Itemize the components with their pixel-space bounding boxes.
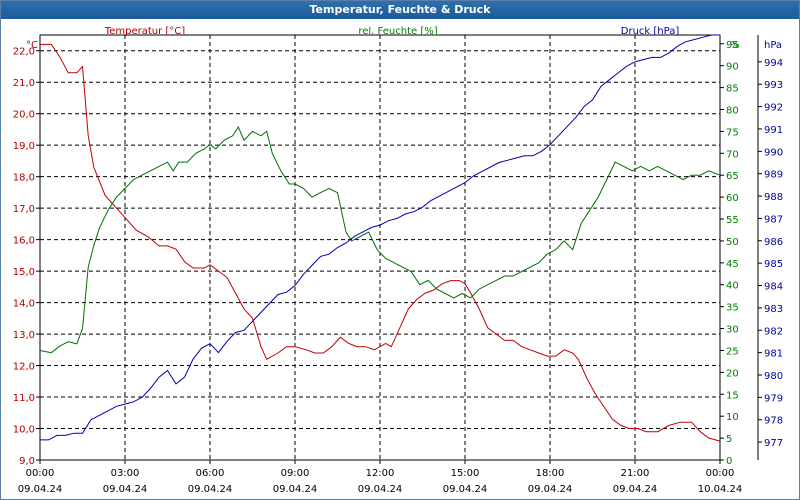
pressure-tick-label: 983 [764,304,783,315]
humidity-tick-label: 65 [726,171,739,182]
temperature-axis-label: Temperatur [°C] [104,26,185,37]
humidity-tick-label: 10 [726,412,739,423]
temperature-tick-label: 15,0 [13,267,35,278]
temperature-tick-label: 19,0 [13,141,35,152]
pressure-tick-label: 978 [764,416,783,427]
humidity-tick-label: 0 [726,456,732,467]
humidity-tick-label: 90 [726,62,739,73]
pressure-tick-label: 992 [764,103,783,114]
temperature-tick-label: 20,0 [13,110,35,121]
pressure-tick-label: 988 [764,192,783,203]
humidity-tick-label: 70 [726,149,739,160]
pressure-tick-label: 980 [764,371,783,382]
humidity-tick-label: 75 [726,127,739,138]
temperature-unit: °C [26,40,38,51]
humidity-series-line [39,125,721,354]
pressure-tick-label: 990 [764,147,783,158]
x-tick-date: 09.04.24 [103,484,148,495]
pressure-tick-label: 986 [764,237,783,248]
humidity-tick-label: 25 [726,346,739,357]
x-tick-time: 00:00 [706,468,735,479]
temperature-tick-label: 11,0 [13,393,35,404]
temperature-series-line [40,43,721,442]
humidity-tick-label: 35 [726,303,739,314]
temperature-tick-label: 10,0 [13,425,35,436]
pressure-tick-label: 994 [764,58,783,69]
humidity-tick-label: 60 [726,193,739,204]
temperature-axis: 9,0 10,0 11,0 12,0 13,0 14,0 15,0 16,0 17,0 18,0 1… [13,47,40,467]
pressure-unit: hPa [764,40,782,51]
temperature-tick-label: 21,0 [13,78,35,89]
humidity-axis: 0 5 10 15 20 25 30 35 40 45 50 55 60 65 70 75 80 85 90 95 [720,40,739,467]
pressure-tick-label: 979 [764,393,783,404]
x-tick-date: 09.04.24 [188,484,233,495]
pressure-axis: 977 978 979 980 981 982 983 984 985 986 987 988 989 9… [758,58,783,449]
humidity-tick-label: 55 [726,215,739,226]
grid [40,35,720,460]
pressure-tick-label: 991 [764,125,783,136]
temperature-tick-label: 18,0 [13,173,35,184]
x-tick-date: 09.04.24 [358,484,403,495]
humidity-axis-label: rel. Feuchte [%] [358,26,437,37]
temperature-tick-label: 14,0 [13,299,35,310]
x-tick-time: 00:00 [26,468,55,479]
x-tick-date: 09.04.24 [528,484,573,495]
humidity-tick-label: 95 [726,40,739,51]
humidity-tick-label: 50 [726,237,739,248]
pressure-tick-label: 993 [764,80,783,91]
time-axis: 00:00 09.04.24 03:00 09.04.24 06:00 09.04.24 0… [18,460,743,495]
humidity-tick-label: 80 [726,105,739,116]
humidity-tick-label: 40 [726,281,739,292]
temperature-tick-label: 17,0 [13,204,35,215]
x-tick-time: 21:00 [621,468,650,479]
humidity-tick-label: 15 [726,390,739,401]
series-layer [39,34,721,442]
x-tick-time: 15:00 [451,468,480,479]
pressure-tick-label: 985 [764,259,783,270]
x-tick-date: 09.04.24 [273,484,318,495]
pressure-tick-label: 984 [764,282,783,293]
x-tick-time: 18:00 [536,468,565,479]
humidity-tick-label: 30 [726,325,739,336]
pressure-series-line [40,34,720,441]
x-tick-time: 09:00 [281,468,310,479]
temperature-tick-label: 16,0 [13,236,35,247]
x-tick-time: 06:00 [196,468,225,479]
x-tick-date: 09.04.24 [18,484,63,495]
humidity-tick-label: 85 [726,84,739,95]
temperature-tick-label: 9,0 [19,456,35,467]
x-tick-date: 09.04.24 [443,484,488,495]
x-tick-time: 12:00 [366,468,395,479]
humidity-unit: % [730,40,740,51]
chart-title: Temperatur, Feuchte & Druck [1,1,799,19]
humidity-tick-label: 45 [726,259,739,270]
humidity-tick-label: 20 [726,368,739,379]
pressure-tick-label: 977 [764,438,783,449]
pressure-tick-label: 982 [764,326,783,337]
x-tick-date: 10.04.24 [698,484,743,495]
x-tick-time: 03:00 [111,468,140,479]
temperature-tick-label: 12,0 [13,362,35,373]
temperature-tick-label: 22,0 [13,47,35,58]
pressure-axis-label: Druck [hPa] [621,26,680,37]
pressure-tick-label: 987 [764,214,783,225]
pressure-tick-label: 989 [764,170,783,181]
x-tick-date: 09.04.24 [613,484,658,495]
pressure-tick-label: 981 [764,349,783,360]
temperature-tick-label: 13,0 [13,330,35,341]
humidity-tick-label: 5 [726,434,732,445]
